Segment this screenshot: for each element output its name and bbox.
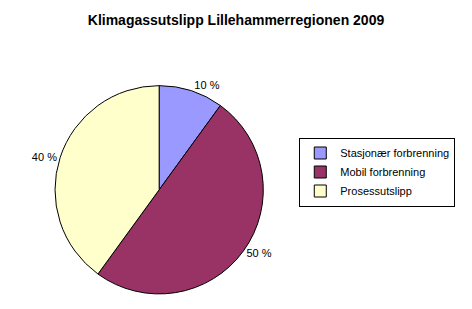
svg-text:Stasjonær forbrenning: Stasjonær forbrenning: [340, 147, 449, 159]
svg-text:Klimagassutslipp Lillehammerre: Klimagassutslipp Lillehammerregionen 200…: [88, 12, 385, 28]
svg-text:40 %: 40 %: [32, 151, 57, 163]
svg-text:Prosessutslipp: Prosessutslipp: [340, 185, 412, 197]
svg-text:Mobil forbrenning: Mobil forbrenning: [340, 166, 425, 178]
svg-text:50 %: 50 %: [246, 247, 271, 259]
svg-text:10 %: 10 %: [194, 79, 219, 91]
